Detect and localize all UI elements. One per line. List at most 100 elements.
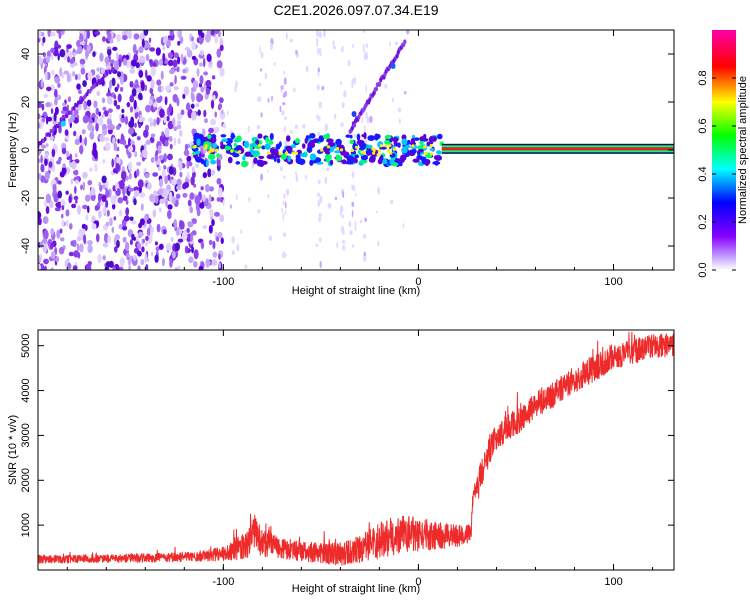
noise-blob <box>97 253 102 264</box>
carrier-peak-blob <box>214 148 219 152</box>
noise-blob <box>195 102 200 108</box>
noise-blob <box>219 37 224 47</box>
noise-blob <box>102 206 106 215</box>
noise-blob <box>112 137 116 146</box>
faint-noise <box>366 116 370 124</box>
faint-noise <box>340 122 344 128</box>
noise-blob <box>77 205 81 215</box>
noise-blob <box>106 95 113 105</box>
noise-blob <box>209 208 214 217</box>
noise-blob <box>121 108 125 114</box>
noise-blob <box>145 54 150 62</box>
noise-blob <box>101 175 107 184</box>
faint-noise <box>352 44 354 49</box>
noise-blob <box>47 116 52 122</box>
faint-noise <box>227 110 229 116</box>
noise-blob <box>116 104 121 110</box>
carrier-smear-blob <box>213 143 218 149</box>
noise-blob <box>82 204 88 210</box>
noise-blob <box>76 83 81 90</box>
doppler-trace <box>377 81 382 87</box>
carrier-smear-blob <box>207 153 216 160</box>
carrier-peak-blob <box>210 149 214 153</box>
noise-blob <box>79 144 84 155</box>
noise-blob <box>109 217 113 227</box>
noise-blob <box>168 165 174 175</box>
noise-blob <box>49 200 54 209</box>
snr-plot-area <box>38 331 674 566</box>
faint-noise <box>363 125 366 133</box>
noise-blob <box>176 178 182 187</box>
noise-blob <box>137 250 142 257</box>
carrier-smear-blob <box>192 151 197 156</box>
noise-blob <box>136 136 141 141</box>
noise-blob <box>205 79 212 88</box>
carrier-smear-blob <box>379 146 388 150</box>
noise-blob <box>61 219 65 227</box>
snr-background <box>38 330 674 570</box>
noise-blob <box>104 56 110 64</box>
noise-blob <box>72 265 78 270</box>
noise-blob <box>87 71 93 81</box>
noise-blob <box>70 161 77 170</box>
faint-noise <box>222 123 227 129</box>
spectrogram-xlabel: Height of straight line (km) <box>292 285 420 297</box>
noise-blob <box>173 86 179 91</box>
noise-blob <box>148 37 152 43</box>
faint-noise <box>282 213 285 222</box>
noise-blob <box>42 36 46 43</box>
noise-blob <box>95 122 99 132</box>
noise-blob <box>53 88 58 98</box>
noise-blob <box>62 106 68 112</box>
faint-noise <box>318 212 322 218</box>
noise-blob <box>172 117 176 127</box>
noise-blob <box>111 203 116 210</box>
noise-blob <box>44 170 51 181</box>
faint-noise <box>317 67 321 73</box>
noise-blob <box>83 234 87 244</box>
carrier-peak-blob <box>257 143 262 147</box>
carrier-smear-blob <box>295 156 302 164</box>
carrier-smear-blob <box>220 134 227 138</box>
noise-blob <box>179 171 183 178</box>
faint-noise <box>317 192 321 197</box>
noise-blob <box>122 195 128 202</box>
noise-blob <box>130 140 135 145</box>
carrier-smear-blob <box>322 134 330 140</box>
noise-blob <box>150 251 154 257</box>
noise-blob <box>214 211 220 217</box>
faint-noise <box>351 244 355 248</box>
noise-blob <box>144 84 148 91</box>
noise-blob <box>161 257 165 267</box>
noise-blob <box>48 161 53 168</box>
faint-noise <box>281 207 284 213</box>
faint-noise <box>389 199 394 204</box>
carrier-smear-blob <box>366 144 373 149</box>
noise-blob <box>203 118 209 124</box>
noise-blob <box>183 86 190 96</box>
carrier-smear-blob <box>374 133 379 141</box>
noise-blob <box>174 242 180 252</box>
noise-blob <box>61 147 67 155</box>
noise-blob <box>164 140 169 147</box>
carrier-smear-blob <box>287 155 291 163</box>
faint-noise <box>318 217 322 222</box>
faint-noise <box>283 126 286 133</box>
faint-noise <box>348 220 352 228</box>
faint-noise <box>342 239 346 244</box>
carrier-smear-blob <box>243 140 250 149</box>
noise-blob <box>157 166 161 172</box>
noise-blob <box>92 142 97 152</box>
faint-noise <box>316 30 320 38</box>
noise-blob <box>205 87 211 95</box>
noise-blob <box>180 109 185 116</box>
noise-blob <box>142 148 148 159</box>
faint-noise <box>365 111 368 119</box>
faint-noise <box>317 179 321 185</box>
noise-blob <box>138 123 142 129</box>
noise-blob <box>119 179 125 190</box>
faint-noise <box>351 209 354 218</box>
noise-blob <box>182 192 188 198</box>
noise-blob <box>94 30 101 36</box>
noise-blob <box>152 102 158 108</box>
